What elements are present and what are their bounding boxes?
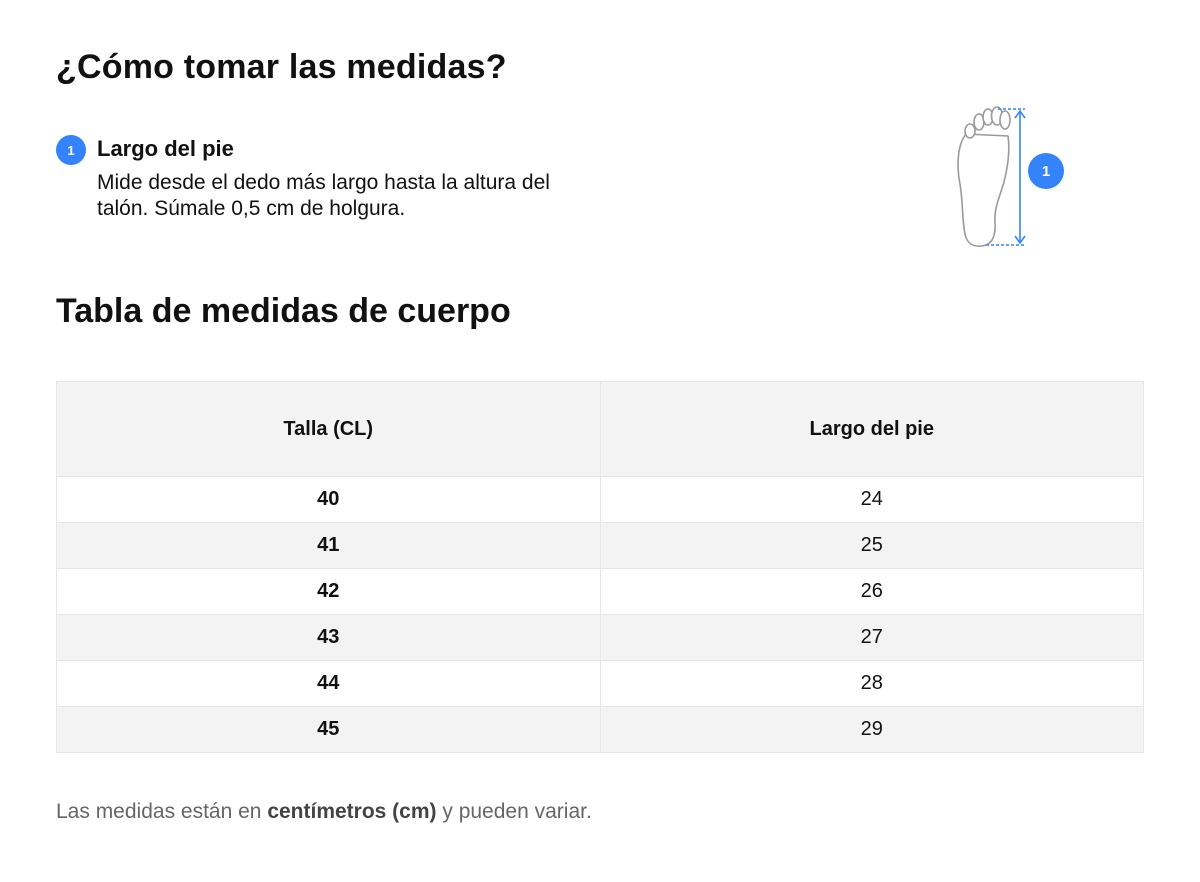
table-row: 44 28 — [56, 660, 1144, 707]
table-row: 41 25 — [56, 522, 1144, 569]
units-note: Las medidas están en centímetros (cm) y … — [56, 800, 592, 824]
measure-marker-badge: 1 — [1028, 153, 1064, 189]
page-title: ¿Cómo tomar las medidas? — [56, 48, 507, 86]
header-size: Talla (CL) — [56, 381, 601, 477]
length-cell: 27 — [599, 614, 1144, 661]
size-cell: 41 — [56, 522, 601, 569]
length-cell: 28 — [599, 660, 1144, 707]
size-cell: 44 — [56, 660, 601, 707]
size-cell: 43 — [56, 614, 601, 661]
table-row: 43 27 — [56, 614, 1144, 661]
header-foot-length: Largo del pie — [599, 381, 1144, 477]
length-cell: 26 — [599, 568, 1144, 615]
step-title: Largo del pie — [97, 136, 234, 161]
foot-measure-icon: 1 — [957, 106, 1064, 247]
table-row: 45 29 — [56, 706, 1144, 753]
table-row: 42 26 — [56, 568, 1144, 615]
length-cell: 29 — [599, 706, 1144, 753]
size-cell: 45 — [56, 706, 601, 753]
size-cell: 42 — [56, 568, 601, 615]
table-title: Tabla de medidas de cuerpo — [56, 292, 511, 330]
table-header-row: Talla (CL) Largo del pie — [56, 381, 1144, 477]
note-text-before: Las medidas están en — [56, 800, 268, 823]
length-cell: 24 — [599, 476, 1144, 523]
length-cell: 25 — [599, 522, 1144, 569]
size-table: Talla (CL) Largo del pie 40 24 41 25 42 … — [56, 381, 1144, 753]
size-cell: 40 — [56, 476, 601, 523]
step-number-badge: 1 — [56, 135, 86, 165]
step-description: Mide desde el dedo más largo hasta la al… — [97, 171, 550, 220]
note-units: centímetros (cm) — [267, 800, 437, 823]
note-text-after: y pueden variar. — [436, 800, 592, 823]
svg-text:1: 1 — [1042, 163, 1050, 180]
table-row: 40 24 — [56, 476, 1144, 523]
